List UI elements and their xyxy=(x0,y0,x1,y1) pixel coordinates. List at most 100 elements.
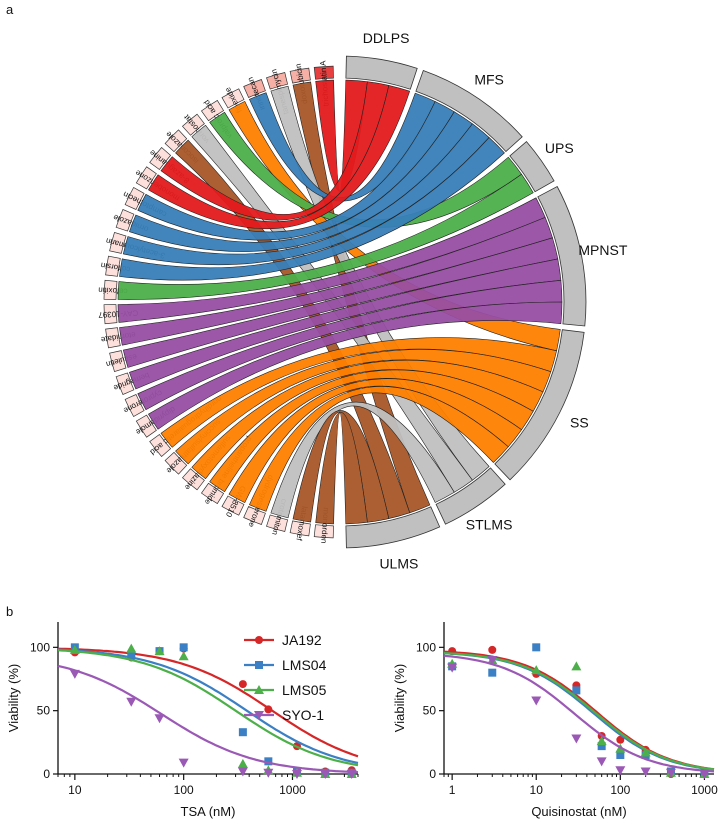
ribbon-succinylsulfathiazole-ss xyxy=(175,349,552,465)
plot1-point-lms04 xyxy=(264,757,273,766)
plot1-point-ja192 xyxy=(264,705,273,714)
plot1-point-lms05 xyxy=(178,651,189,661)
drug-box-cyproterone xyxy=(124,394,145,417)
plot1-x-axis-title: TSA (nM) xyxy=(181,804,236,819)
plot2-point-lms05 xyxy=(596,736,607,746)
ribbon-crotamiton-stlms xyxy=(270,401,455,519)
plot2-point-syo-1 xyxy=(615,766,626,776)
drug-label-monorden: monorden xyxy=(319,507,330,544)
plot2-x-tick-label: 100 xyxy=(610,783,630,797)
plot2-point-syo-1 xyxy=(447,663,458,673)
drug-box-cay-10397 xyxy=(103,304,118,325)
drug-box-latamoxef xyxy=(289,520,311,537)
subtype-label-ss: SS xyxy=(570,414,589,430)
drug-box-tanespimycin xyxy=(266,72,289,90)
drug-box-camptothecin xyxy=(124,187,145,210)
plot1-point-lms04 xyxy=(127,650,136,659)
ribbon-latamoxef-ulms xyxy=(292,410,390,523)
plot2-y-tick-label: 0 xyxy=(429,767,436,781)
subtype-label-ulms: ULMS xyxy=(379,555,418,571)
plot2-y-tick-label: 100 xyxy=(416,640,436,654)
ribbon-8-azaguanine-ddlps xyxy=(160,81,390,221)
plot1-point-syo-1 xyxy=(154,714,165,724)
plot2-point-lms04 xyxy=(488,668,497,677)
subtype-label-stlms: STLMS xyxy=(466,517,513,533)
drug-box-valproic-acid xyxy=(201,99,225,122)
drug-box-etomidate xyxy=(105,327,121,349)
subtype-label-mfs: MFS xyxy=(474,71,504,87)
subtype-arc-mfs xyxy=(415,69,523,153)
plot1-x-tick-label: 1000 xyxy=(279,783,306,797)
drug-box-irinotecan xyxy=(243,79,266,98)
subtype-arc-mpnst xyxy=(537,185,587,327)
plot1-curve-ja192 xyxy=(57,647,359,758)
drug-box-nordihydroguaiaretic-acid xyxy=(149,434,172,457)
legend-marker-lms05 xyxy=(254,685,264,694)
plot1-x-tick-label: 100 xyxy=(174,783,194,797)
ribbon-etomidate-mpnst xyxy=(119,217,553,346)
ribbon-valproic-acid-ups xyxy=(209,111,523,228)
drug-box-doxorubicin xyxy=(289,67,311,84)
drug-box-sulfametoxydiazine xyxy=(182,468,205,491)
subtype-label-ddlps: DDLPS xyxy=(363,30,410,46)
tsa-dose-response-plot: 0 50 100 10 100 1000 TSA (nM) Viability (%) JA19… xyxy=(6,622,359,819)
subtype-arc-ulms xyxy=(345,506,441,549)
drug-box-vorinostat xyxy=(182,113,205,136)
ribbon-cefoxitin-ups xyxy=(117,173,534,300)
drug-box-monorden xyxy=(313,524,334,539)
plot2-point-syo-1 xyxy=(571,734,582,744)
ribbon-nordihydroguaiaretic-acid-ss xyxy=(160,337,557,448)
plot1-point-syo-1 xyxy=(126,697,137,707)
drug-box-trichostatin-a xyxy=(313,65,334,80)
plot2-curve-lms04 xyxy=(443,652,715,771)
subtype-arc-ddlps xyxy=(345,55,418,90)
ribbon-tanespimycin-stlms xyxy=(270,85,490,481)
drug-box-cefoxitin xyxy=(103,279,118,300)
ribbon-monobenzone-ddlps xyxy=(147,85,411,230)
plot1-point-syo-1 xyxy=(178,758,189,768)
plot1-x-tick-label: 10 xyxy=(68,783,82,797)
legend-marker-ja192 xyxy=(255,636,263,644)
drug-box-ornidazole xyxy=(115,209,135,232)
plot1-point-syo-1 xyxy=(320,770,331,779)
drug-box-isoconazole xyxy=(164,129,188,153)
legend-label-lms05: LMS05 xyxy=(282,682,327,698)
ribbon-colforsin-mfs xyxy=(119,137,505,281)
plot2-x-tick-label: 10 xyxy=(530,783,544,797)
drug-box-fipexide xyxy=(221,88,245,109)
ribbon-3-acetylcoumarin-mfs xyxy=(122,123,490,266)
ribbon-doxorubicin-ulms xyxy=(292,81,431,514)
ribbon-ornidazole-mfs xyxy=(129,111,473,252)
plot1-point-lms05 xyxy=(69,644,80,654)
plot1-curve-lms05 xyxy=(57,649,359,767)
ribbon-cyproterone-mpnst xyxy=(137,279,563,411)
plot2-point-lms04 xyxy=(616,751,625,759)
drug-box-dipyridamole xyxy=(135,414,157,438)
plot2-y-axis-title: Viability (%) xyxy=(392,664,407,732)
drug-box-8-azaguanine xyxy=(149,147,172,170)
ribbon-camptothecin-mfs xyxy=(137,101,455,241)
plot1-point-ja192 xyxy=(238,680,247,689)
plot1-point-lms05 xyxy=(154,646,165,656)
plot2-point-ja192 xyxy=(488,645,497,654)
ribbon-bemegride-mpnst xyxy=(129,258,562,390)
drug-box-dydrogesterone xyxy=(243,506,266,525)
plot2-point-lms05 xyxy=(531,665,542,675)
ribbon-dydrogesterone-ss xyxy=(249,386,509,512)
ribbon-cay-10397-mpnst xyxy=(117,197,546,323)
drug-box-propantheline-bromide xyxy=(201,482,225,505)
subtype-arc-ups xyxy=(509,141,555,193)
ribbon-propantheline-bromide-ss xyxy=(209,369,534,493)
plot1-point-syo-1 xyxy=(291,770,302,779)
ribbon-sulfametoxydiazine-ss xyxy=(191,360,544,480)
quisinostat-dose-response-plot: 0 50 100 1 10 100 1000 Quisinostat (nM) Viabilit… xyxy=(392,622,718,819)
drug-box-crotamiton xyxy=(266,514,289,532)
plot2-x-tick-label: 1000 xyxy=(691,783,718,797)
plot1-curve-lms04 xyxy=(57,648,359,765)
plot2-point-syo-1 xyxy=(640,767,651,777)
plot2-y-tick-label: 50 xyxy=(423,704,437,718)
legend-label-lms04: LMS04 xyxy=(282,657,327,673)
plot1-point-lms05 xyxy=(126,643,137,653)
plot2-point-syo-1 xyxy=(531,696,542,706)
